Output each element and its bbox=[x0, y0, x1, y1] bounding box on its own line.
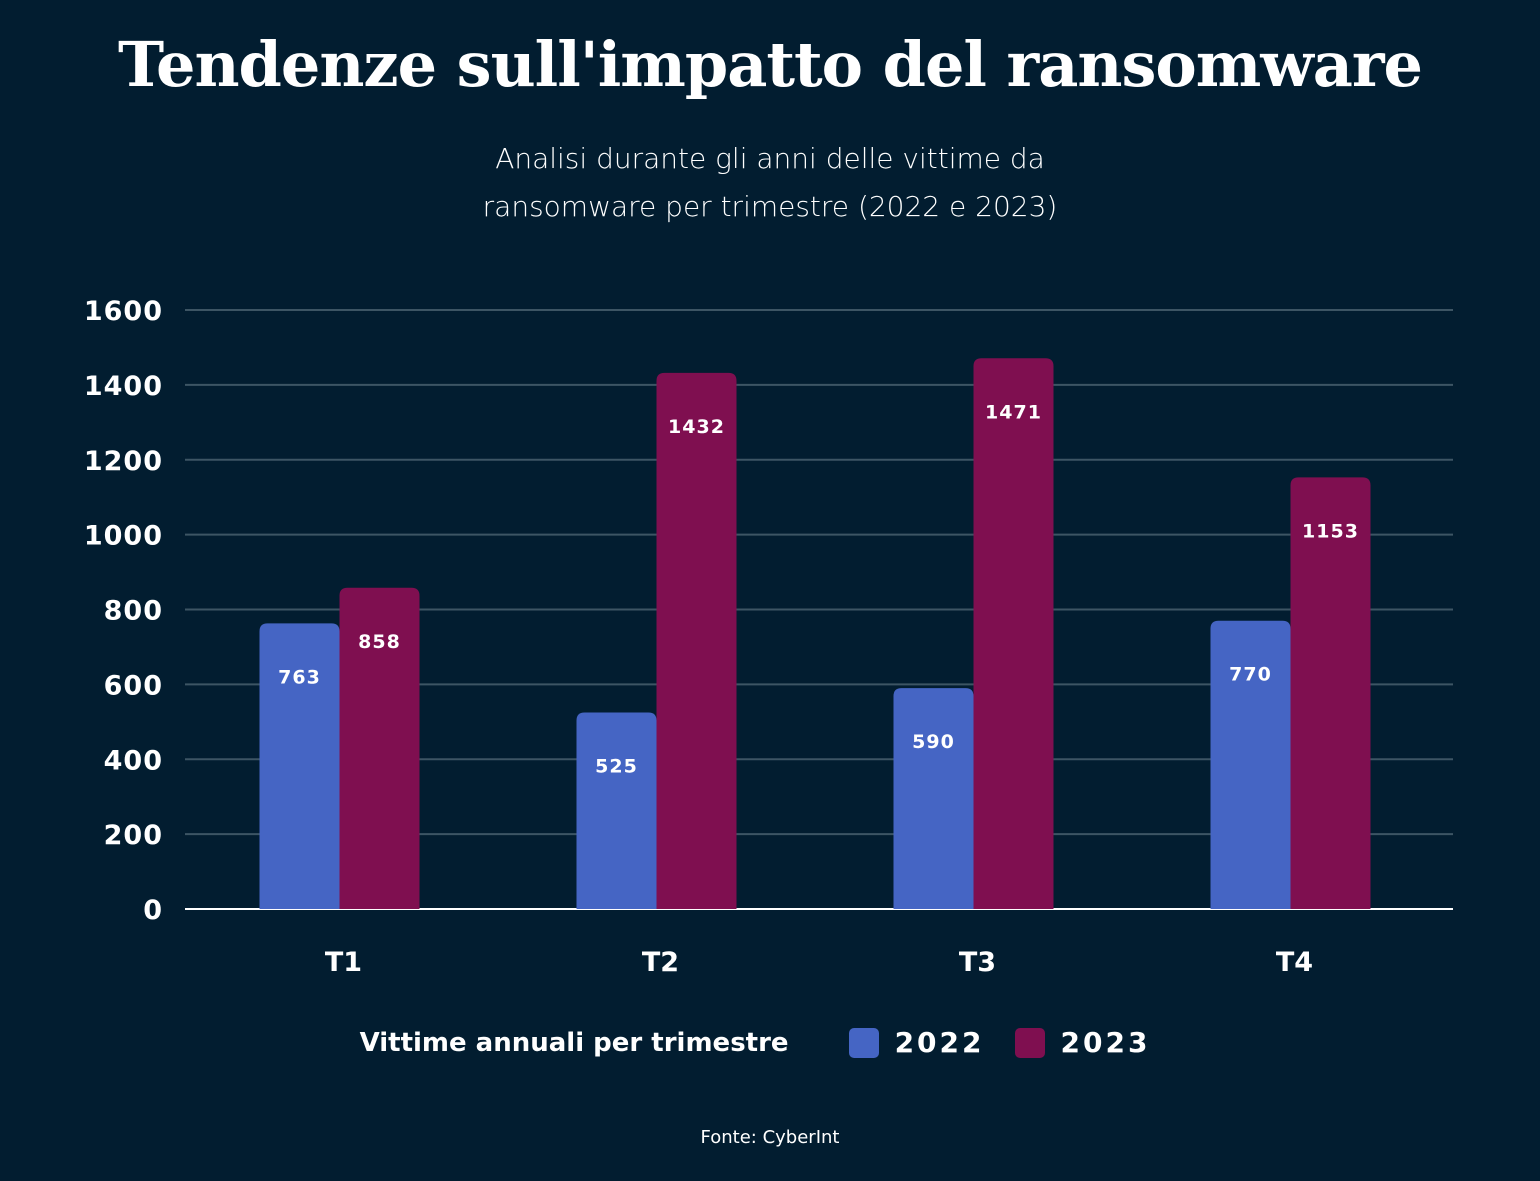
legend: Vittime annuali per trimestre 2022 2023 bbox=[0, 1026, 1540, 1059]
chart-subtitle: Analisi durante gli anni delle vittime d… bbox=[0, 135, 1540, 231]
bar-2022-T2 bbox=[576, 712, 657, 909]
bar-2022-T1 bbox=[259, 623, 340, 909]
legend-swatch-2023 bbox=[1014, 1027, 1045, 1058]
bar-2022-T3 bbox=[893, 688, 974, 909]
bar-2023-T4 bbox=[1290, 477, 1371, 909]
bar-2022-T4 bbox=[1210, 620, 1291, 909]
legend-title: Vittime annuali per trimestre bbox=[359, 1027, 789, 1058]
x-tick-label: T2 bbox=[642, 947, 679, 978]
bar-2023-T1 bbox=[339, 587, 420, 909]
y-tick-label: 1200 bbox=[84, 446, 163, 477]
chart-title: Tendenze sull'impatto del ransomware bbox=[118, 28, 1423, 101]
y-tick-label: 0 bbox=[143, 895, 163, 926]
y-tick-label: 1400 bbox=[84, 371, 163, 402]
y-tick-label: 200 bbox=[104, 820, 163, 851]
y-tick-label: 1600 bbox=[84, 296, 163, 327]
data-label: 590 bbox=[912, 731, 955, 753]
legend-item-2022: 2022 bbox=[848, 1026, 985, 1059]
source-note: Fonte: CyberInt bbox=[700, 1127, 840, 1148]
x-tick-label: T4 bbox=[1276, 947, 1313, 978]
data-label: 1153 bbox=[1302, 520, 1359, 542]
data-label: 770 bbox=[1229, 664, 1272, 686]
x-tick-label: T1 bbox=[325, 947, 362, 978]
y-tick-label: 1000 bbox=[84, 521, 163, 552]
data-label: 858 bbox=[358, 631, 401, 653]
data-label: 1471 bbox=[985, 401, 1042, 423]
y-tick-label: 800 bbox=[104, 596, 163, 627]
subtitle-line-1: Analisi durante gli anni delle vittime d… bbox=[495, 142, 1045, 175]
bar-2023-T3 bbox=[973, 358, 1054, 909]
legend-label-2022: 2022 bbox=[894, 1026, 985, 1059]
y-tick-label: 600 bbox=[104, 670, 163, 701]
legend-swatch-2022 bbox=[848, 1027, 879, 1058]
data-label: 525 bbox=[595, 755, 638, 777]
legend-item-2023: 2023 bbox=[1014, 1026, 1151, 1059]
data-label: 763 bbox=[278, 666, 321, 688]
data-label: 1432 bbox=[668, 416, 725, 438]
bar-2023-T2 bbox=[656, 372, 737, 909]
bar-chart: 0 200 400 600 800 1000 1200 1400 1600 763 858 T1 525… bbox=[84, 296, 1453, 978]
legend-label-2023: 2023 bbox=[1060, 1026, 1151, 1059]
subtitle-line-2: ransomware per trimestre (2022 e 2023) bbox=[482, 190, 1058, 223]
x-tick-label: T3 bbox=[959, 947, 996, 978]
y-tick-label: 400 bbox=[104, 745, 163, 776]
